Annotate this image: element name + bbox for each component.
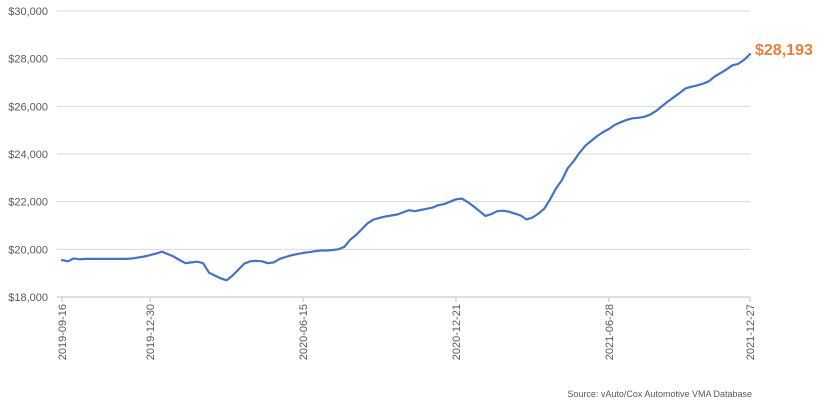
series-line bbox=[60, 53, 752, 282]
x-tick-label: 2021-12-27 bbox=[745, 304, 757, 360]
y-tick-label: $22,000 bbox=[8, 197, 48, 209]
x-tick-label: 2020-12-21 bbox=[451, 304, 463, 360]
y-tick-label: $18,000 bbox=[8, 292, 48, 304]
y-tick-label: $26,000 bbox=[8, 101, 48, 113]
y-tick-label: $20,000 bbox=[8, 244, 48, 256]
source-note: Source: vAuto/Cox Automotive VMA Databas… bbox=[567, 389, 752, 399]
y-axis: $18,000 $20,000 $22,000 $24,000 $26,000 $28,0… bbox=[8, 6, 48, 304]
end-value-label: $28,193 bbox=[755, 42, 813, 59]
x-tick-label: 2020-06-15 bbox=[298, 304, 310, 360]
y-tick-label: $24,000 bbox=[8, 149, 48, 161]
y-tick-label: $28,000 bbox=[8, 54, 48, 66]
y-gridlines bbox=[57, 10, 750, 298]
y-tick-label: $30,000 bbox=[8, 6, 48, 18]
x-tick-label: 2019-09-16 bbox=[57, 304, 69, 360]
x-axis: 2019-09-16 2019-12-30 2020-06-15 2020-12-21… bbox=[57, 297, 757, 360]
x-tick-label: 2019-12-30 bbox=[145, 304, 157, 360]
x-tick-label: 2021-06-28 bbox=[604, 304, 616, 360]
